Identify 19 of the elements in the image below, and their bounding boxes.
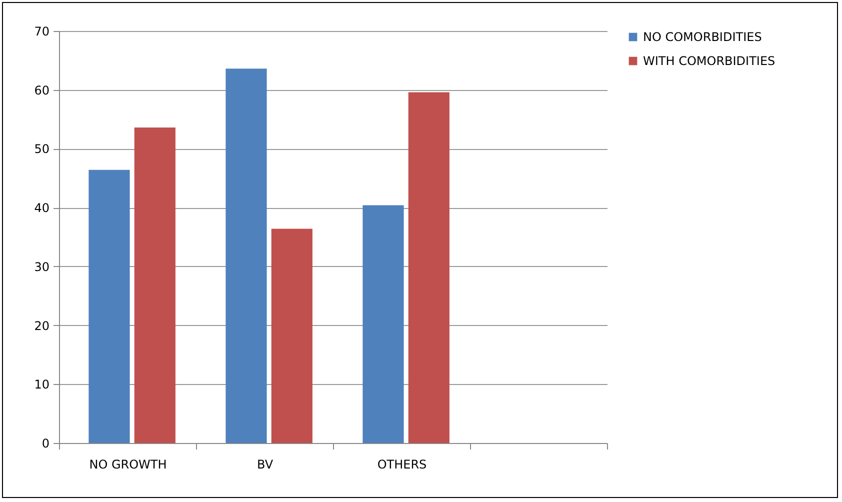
y-tick-label: 50 [34,142,50,156]
y-tick-label: 70 [34,24,50,38]
legend-label: NO COMORBIDITIES [643,30,762,44]
y-tick-label: 20 [34,318,50,333]
y-tick-label: 10 [34,378,50,392]
bar [362,205,404,443]
legend-label: WITH COMORBIDITIES [643,54,776,68]
y-tick-label: 40 [34,201,50,216]
y-tick-label: 60 [34,83,50,98]
x-tick-label: BV [256,458,274,472]
bar [88,170,130,443]
x-tick-label: NO GROWTH [89,458,167,472]
x-tick-label: OTHERS [377,458,427,472]
bar [408,92,450,443]
bar [134,128,176,443]
bar [271,228,312,443]
y-tick-label: 0 [42,436,50,450]
bar [226,68,267,443]
y-tick-label: 30 [34,260,50,274]
